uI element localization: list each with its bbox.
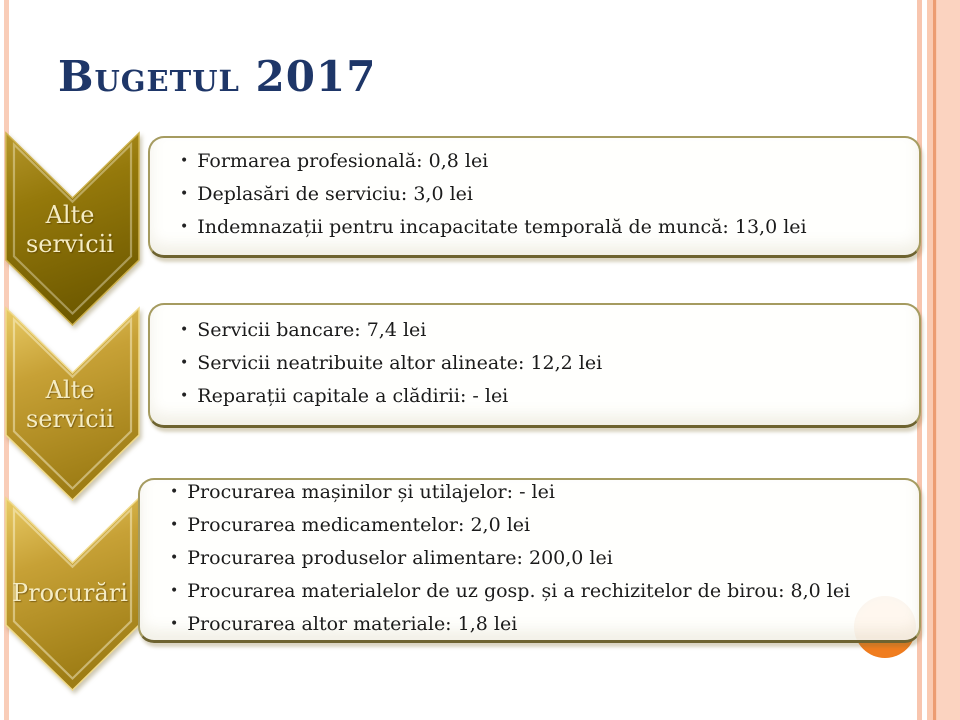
chevron-arrow-3 <box>5 496 140 692</box>
bullet-list-1: Formarea profesională: 0,8 lei Deplasări… <box>180 146 907 245</box>
list-item: Indemnazații pentru incapacitate tempora… <box>180 212 907 245</box>
list-item: Procurarea produselor alimentare: 200,0 … <box>170 543 907 576</box>
bullet-list-2: Servicii bancare: 7,4 lei Servicii neatr… <box>180 315 907 414</box>
right-border-stripe-dark-line <box>933 0 936 720</box>
list-item: Servicii neatribuite altor alineate: 12,… <box>180 348 907 381</box>
chevron-arrow-1 <box>5 131 140 327</box>
list-item: Reparații capitale a clădirii: - lei <box>180 381 907 414</box>
list-item: Procurarea materialelor de uz gosp. și a… <box>170 576 907 609</box>
bullet-list-3: Procurarea mașinilor și utilajelor: - le… <box>170 477 907 642</box>
list-item: Deplasări de serviciu: 3,0 lei <box>180 179 907 212</box>
content-box-1: Formarea profesională: 0,8 lei Deplasări… <box>148 136 921 258</box>
list-item: Procurarea mașinilor și utilajelor: - le… <box>170 477 907 510</box>
list-item: Formarea profesională: 0,8 lei <box>180 146 907 179</box>
content-box-2: Servicii bancare: 7,4 lei Servicii neatr… <box>148 303 921 428</box>
list-item: Procurarea medicamentelor: 2,0 lei <box>170 510 907 543</box>
list-item: Servicii bancare: 7,4 lei <box>180 315 907 348</box>
right-border-stripe-light <box>937 0 960 720</box>
chevron-arrow-2 <box>5 306 140 502</box>
content-box-3: Procurarea mașinilor și utilajelor: - le… <box>138 478 921 643</box>
slide-title: Bugetul 2017 <box>58 52 377 101</box>
list-item: Procurarea altor materiale: 1,8 lei <box>170 609 907 642</box>
